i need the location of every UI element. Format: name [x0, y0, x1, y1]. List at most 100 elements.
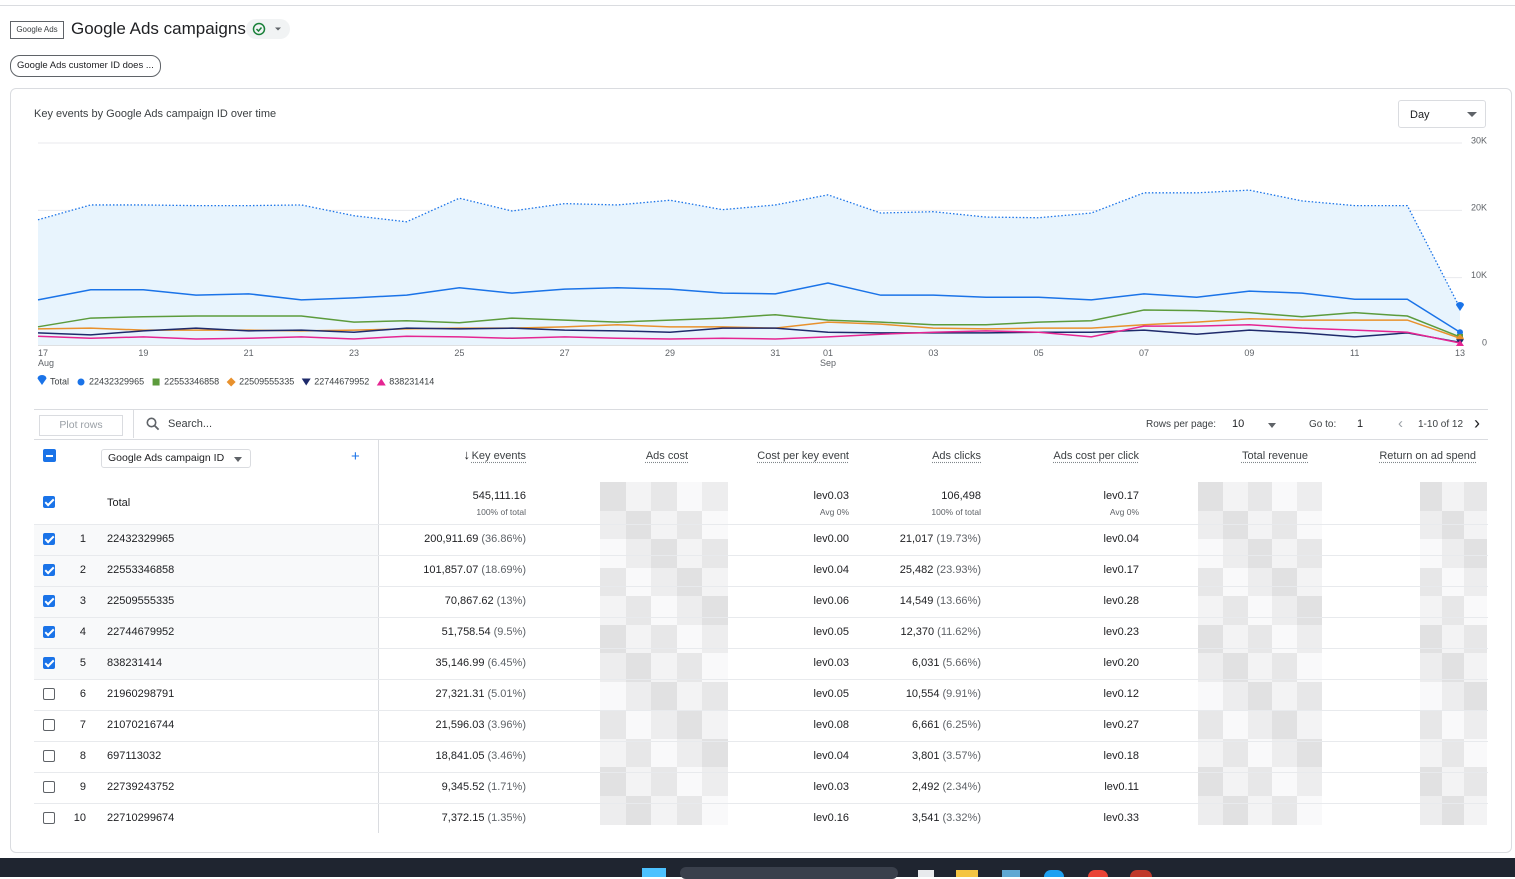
column-header[interactable]: Key events	[472, 450, 526, 462]
row-id: 838231414	[107, 657, 162, 669]
row-id: 21960298791	[107, 688, 174, 700]
redacted-block	[702, 682, 728, 711]
redacted-block	[1464, 682, 1487, 711]
ads-cost-per-click: lev0.11	[1104, 781, 1139, 793]
redacted-block	[702, 710, 728, 739]
redacted-block	[1464, 539, 1487, 568]
row-checkbox[interactable]	[43, 626, 55, 638]
redacted-block	[651, 796, 677, 825]
row-checkbox[interactable]	[43, 719, 55, 731]
search-input[interactable]: Search...	[168, 418, 212, 430]
app-icon[interactable]	[1044, 870, 1064, 877]
key-events-share: (3.96%)	[487, 719, 526, 731]
plot-rows-button[interactable]: Plot rows	[39, 415, 123, 436]
key-events-cell: 18,841.05 (3.46%)	[436, 750, 526, 762]
column-header[interactable]: Ads cost	[646, 450, 688, 462]
app-icon[interactable]	[956, 870, 978, 877]
app-icon[interactable]	[1130, 870, 1152, 877]
ads-cost-per-click: lev0.33	[1104, 812, 1139, 824]
search-icon	[146, 417, 160, 436]
column-header[interactable]: Ads cost per click	[1053, 450, 1139, 462]
row-checkbox[interactable]	[43, 564, 55, 576]
redacted-block	[1272, 653, 1297, 682]
row-checkbox[interactable]	[43, 812, 55, 824]
column-header[interactable]: Return on ad spend	[1379, 450, 1476, 462]
ads-cost-per-click: lev0.20	[1104, 657, 1139, 669]
prev-page[interactable]: ‹	[1398, 415, 1403, 432]
ads-clicks-share: (3.32%)	[942, 812, 981, 824]
redacted-block	[702, 796, 728, 825]
cost-per-key-event: lev0.08	[814, 719, 849, 731]
cost-per-key-event: lev0.04	[814, 564, 849, 576]
redacted-block	[702, 511, 728, 540]
row-rank: 2	[80, 564, 86, 576]
redacted-block	[677, 682, 703, 711]
redacted-block	[1297, 568, 1322, 597]
key-events: 35,146.99	[436, 657, 485, 669]
key-events: 51,758.54	[442, 626, 491, 638]
redacted-block	[677, 739, 703, 768]
row-rule	[34, 710, 1488, 711]
column-header[interactable]: Ads clicks	[932, 450, 981, 462]
app-icon[interactable]	[918, 870, 934, 877]
redacted-block	[626, 482, 652, 511]
redacted-block	[1248, 653, 1273, 682]
ads-clicks-cell: 14,549 (13.66%)	[900, 595, 981, 607]
redacted-block	[1464, 625, 1487, 654]
ads-cost-per-click: lev0.28	[1104, 595, 1139, 607]
redacted-block	[1297, 796, 1322, 825]
row-rank: 5	[80, 657, 86, 669]
row-checkbox[interactable]	[43, 533, 55, 545]
redacted-block	[702, 539, 728, 568]
cost-per-key-event: lev0.04	[814, 750, 849, 762]
ads-clicks-share: (23.93%)	[936, 564, 981, 576]
redacted-block	[1223, 568, 1248, 597]
redacted-block	[1272, 625, 1297, 654]
redacted-block	[677, 710, 703, 739]
app-icon[interactable]	[1002, 870, 1020, 877]
redacted-block	[702, 739, 728, 768]
app-icon[interactable]	[1088, 870, 1108, 877]
row-rank: 7	[80, 719, 86, 731]
key-events-cell: 21,596.03 (3.96%)	[436, 719, 526, 731]
key-events: 7,372.15	[442, 812, 485, 824]
ads-clicks-share: (3.57%)	[942, 750, 981, 762]
total-checkbox[interactable]	[43, 496, 55, 508]
ads-clicks-share: (6.25%)	[942, 719, 981, 731]
dimension-select[interactable]: Google Ads campaign ID	[101, 449, 251, 468]
select-all-checkbox[interactable]	[43, 449, 56, 462]
row-checkbox[interactable]	[43, 688, 55, 700]
start-icon[interactable]	[642, 868, 666, 877]
redacted-block	[600, 511, 626, 540]
redacted-block	[1442, 796, 1465, 825]
goto-input[interactable]: 1	[1357, 418, 1387, 430]
column-header[interactable]: Cost per key event	[757, 450, 849, 462]
next-page[interactable]: ›	[1474, 413, 1480, 434]
ads-clicks-cell: 3,801 (3.57%)	[912, 750, 981, 762]
row-rule	[34, 803, 1488, 804]
redacted-block	[1272, 682, 1297, 711]
ads-clicks-cell: 3,541 (3.32%)	[912, 812, 981, 824]
rule	[34, 439, 1488, 440]
redacted-block	[1198, 710, 1223, 739]
row-id: 22553346858	[107, 564, 174, 576]
row-id: 22509555335	[107, 595, 174, 607]
redacted-block	[702, 653, 728, 682]
redacted-block	[651, 739, 677, 768]
redacted-block	[1272, 568, 1297, 597]
row-checkbox[interactable]	[43, 595, 55, 607]
row-checkbox[interactable]	[43, 750, 55, 762]
redacted-block	[1420, 482, 1443, 511]
ads-clicks-cell: 21,017 (19.73%)	[900, 533, 981, 545]
row-rank: 9	[80, 781, 86, 793]
row-checkbox[interactable]	[43, 781, 55, 793]
column-header[interactable]: Total revenue	[1242, 450, 1308, 462]
goto-label: Go to:	[1309, 419, 1336, 430]
row-checkbox[interactable]	[43, 657, 55, 669]
add-dimension[interactable]: +	[351, 448, 360, 465]
ads-clicks: 10,554	[906, 688, 940, 700]
search-box[interactable]	[680, 867, 898, 879]
redacted-block	[1223, 596, 1248, 625]
ads-clicks-share: (9.91%)	[942, 688, 981, 700]
ads-clicks-cell: 10,554 (9.91%)	[906, 688, 981, 700]
